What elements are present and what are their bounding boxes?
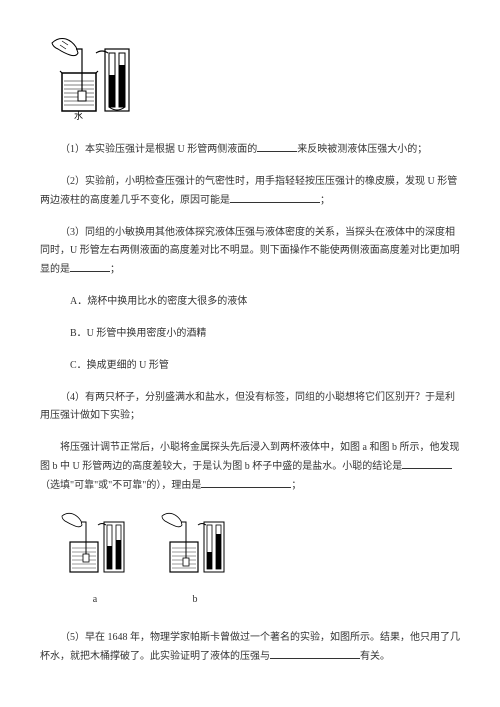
question-5: （5）早在 1648 年，物理学家帕斯卡曾做过一个著名的实验，如图所示。结果，他… — [40, 629, 460, 666]
figure-top: 水 — [50, 35, 460, 120]
question-4-intro: （4）有两只杯子，分别盛满水和盐水，但没有标签，同组的小聪想将它们区别开？于是利… — [40, 389, 460, 425]
q4-blank-2 — [201, 476, 291, 488]
figure-b: b — [160, 510, 230, 609]
q2-blank — [230, 191, 320, 203]
q4-body-prefix: 将压强计调节正常后，小聪将金属探头先后浸入到两杯液体中，如图 a 和图 b 所示… — [40, 442, 459, 472]
q3-suffix: ； — [110, 264, 120, 275]
question-4-body: 将压强计调节正常后，小聪将金属探头先后浸入到两杯液体中，如图 a 和图 b 所示… — [40, 439, 460, 495]
figure-a-label: a — [60, 591, 130, 609]
figure-a: a — [60, 510, 130, 609]
option-b: B．U 形管中换用密度小的酒精 — [40, 325, 460, 343]
q4-body-suffix: ； — [291, 480, 301, 491]
question-1: （1）本实验压强计是根据 U 形管两侧液面的 来反映被测液体压强大小的； — [40, 140, 460, 159]
question-3: （3）同组的小敏换用其他液体探究液体压强与液体密度的关系，当探头在液体中的深度相… — [40, 224, 460, 279]
q5-suffix: 有关。 — [360, 651, 390, 662]
water-label-text: 水 — [74, 110, 83, 120]
q5-blank — [270, 647, 360, 659]
q1-prefix: （1）本实验压强计是根据 U 形管两侧液面的 — [60, 144, 257, 155]
option-a: A．烧杯中换用比水的密度大很多的液体 — [40, 293, 460, 311]
q1-suffix: 来反映被测液体压强大小的； — [297, 144, 427, 155]
figure-pair: a b — [60, 510, 460, 609]
q5-prefix: （5）早在 1648 年，物理学家帕斯卡曾做过一个著名的实验，如图所示。结果，他… — [40, 632, 460, 662]
figure-b-label: b — [160, 591, 230, 609]
q2-suffix: ； — [320, 195, 330, 206]
q4-body-mid: （选填"可靠"或"不可靠"的），理由是 — [40, 480, 201, 491]
q4-blank-1 — [402, 457, 452, 469]
option-c: C．换成更细的 U 形管 — [40, 357, 460, 375]
question-2: （2）实验前，小明检查压强计的气密性时，用手指轻轻按压压强计的橡皮膜，发现 U … — [40, 173, 460, 210]
q1-blank — [257, 140, 297, 152]
q3-blank — [70, 260, 110, 272]
